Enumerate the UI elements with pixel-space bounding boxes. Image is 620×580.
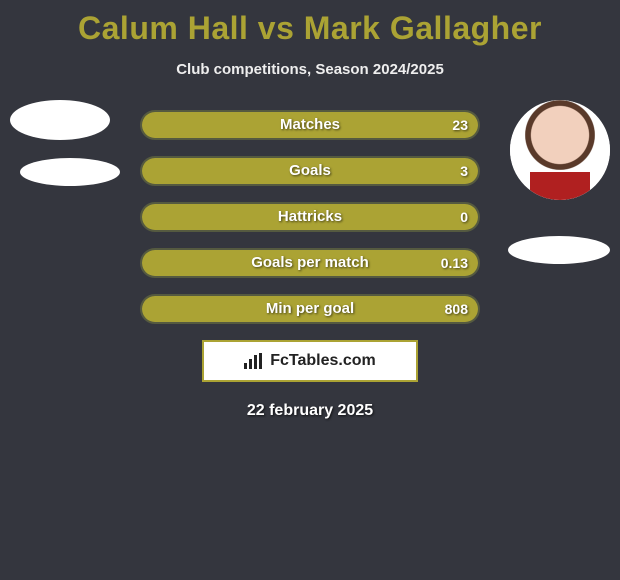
page-title: Calum Hall vs Mark Gallagher [0, 0, 620, 47]
bar-label: Matches [142, 112, 478, 138]
bars-container: Matches23 Goals3 Hattricks0 Goals per match… [140, 110, 480, 324]
bar-value-right: 3 [460, 158, 468, 184]
bar-label: Min per goal [142, 296, 478, 322]
player-right-club-logo [508, 236, 610, 264]
bar-label: Hattricks [142, 204, 478, 230]
bar-row: Matches23 [140, 110, 480, 140]
player-left-avatar [10, 100, 110, 140]
bar-chart-icon [244, 353, 264, 369]
date-text: 22 february 2025 [0, 402, 620, 420]
bar-value-right: 0.13 [441, 250, 468, 276]
player-left-club-logo [20, 158, 120, 186]
comparison-chart: Matches23 Goals3 Hattricks0 Goals per match… [0, 110, 620, 420]
brand-text: FcTables.com [270, 352, 376, 370]
bar-row: Goals per match0.13 [140, 248, 480, 278]
bar-label: Goals [142, 158, 478, 184]
bar-label: Goals per match [142, 250, 478, 276]
player-right-avatar [510, 100, 610, 200]
subtitle: Club competitions, Season 2024/2025 [0, 61, 620, 78]
bar-value-right: 0 [460, 204, 468, 230]
brand-box: FcTables.com [202, 340, 418, 382]
bar-row: Min per goal808 [140, 294, 480, 324]
bar-row: Goals3 [140, 156, 480, 186]
title-text: Calum Hall vs Mark Gallagher [78, 10, 542, 46]
bar-value-right: 23 [452, 112, 468, 138]
bar-row: Hattricks0 [140, 202, 480, 232]
bar-value-right: 808 [445, 296, 468, 322]
